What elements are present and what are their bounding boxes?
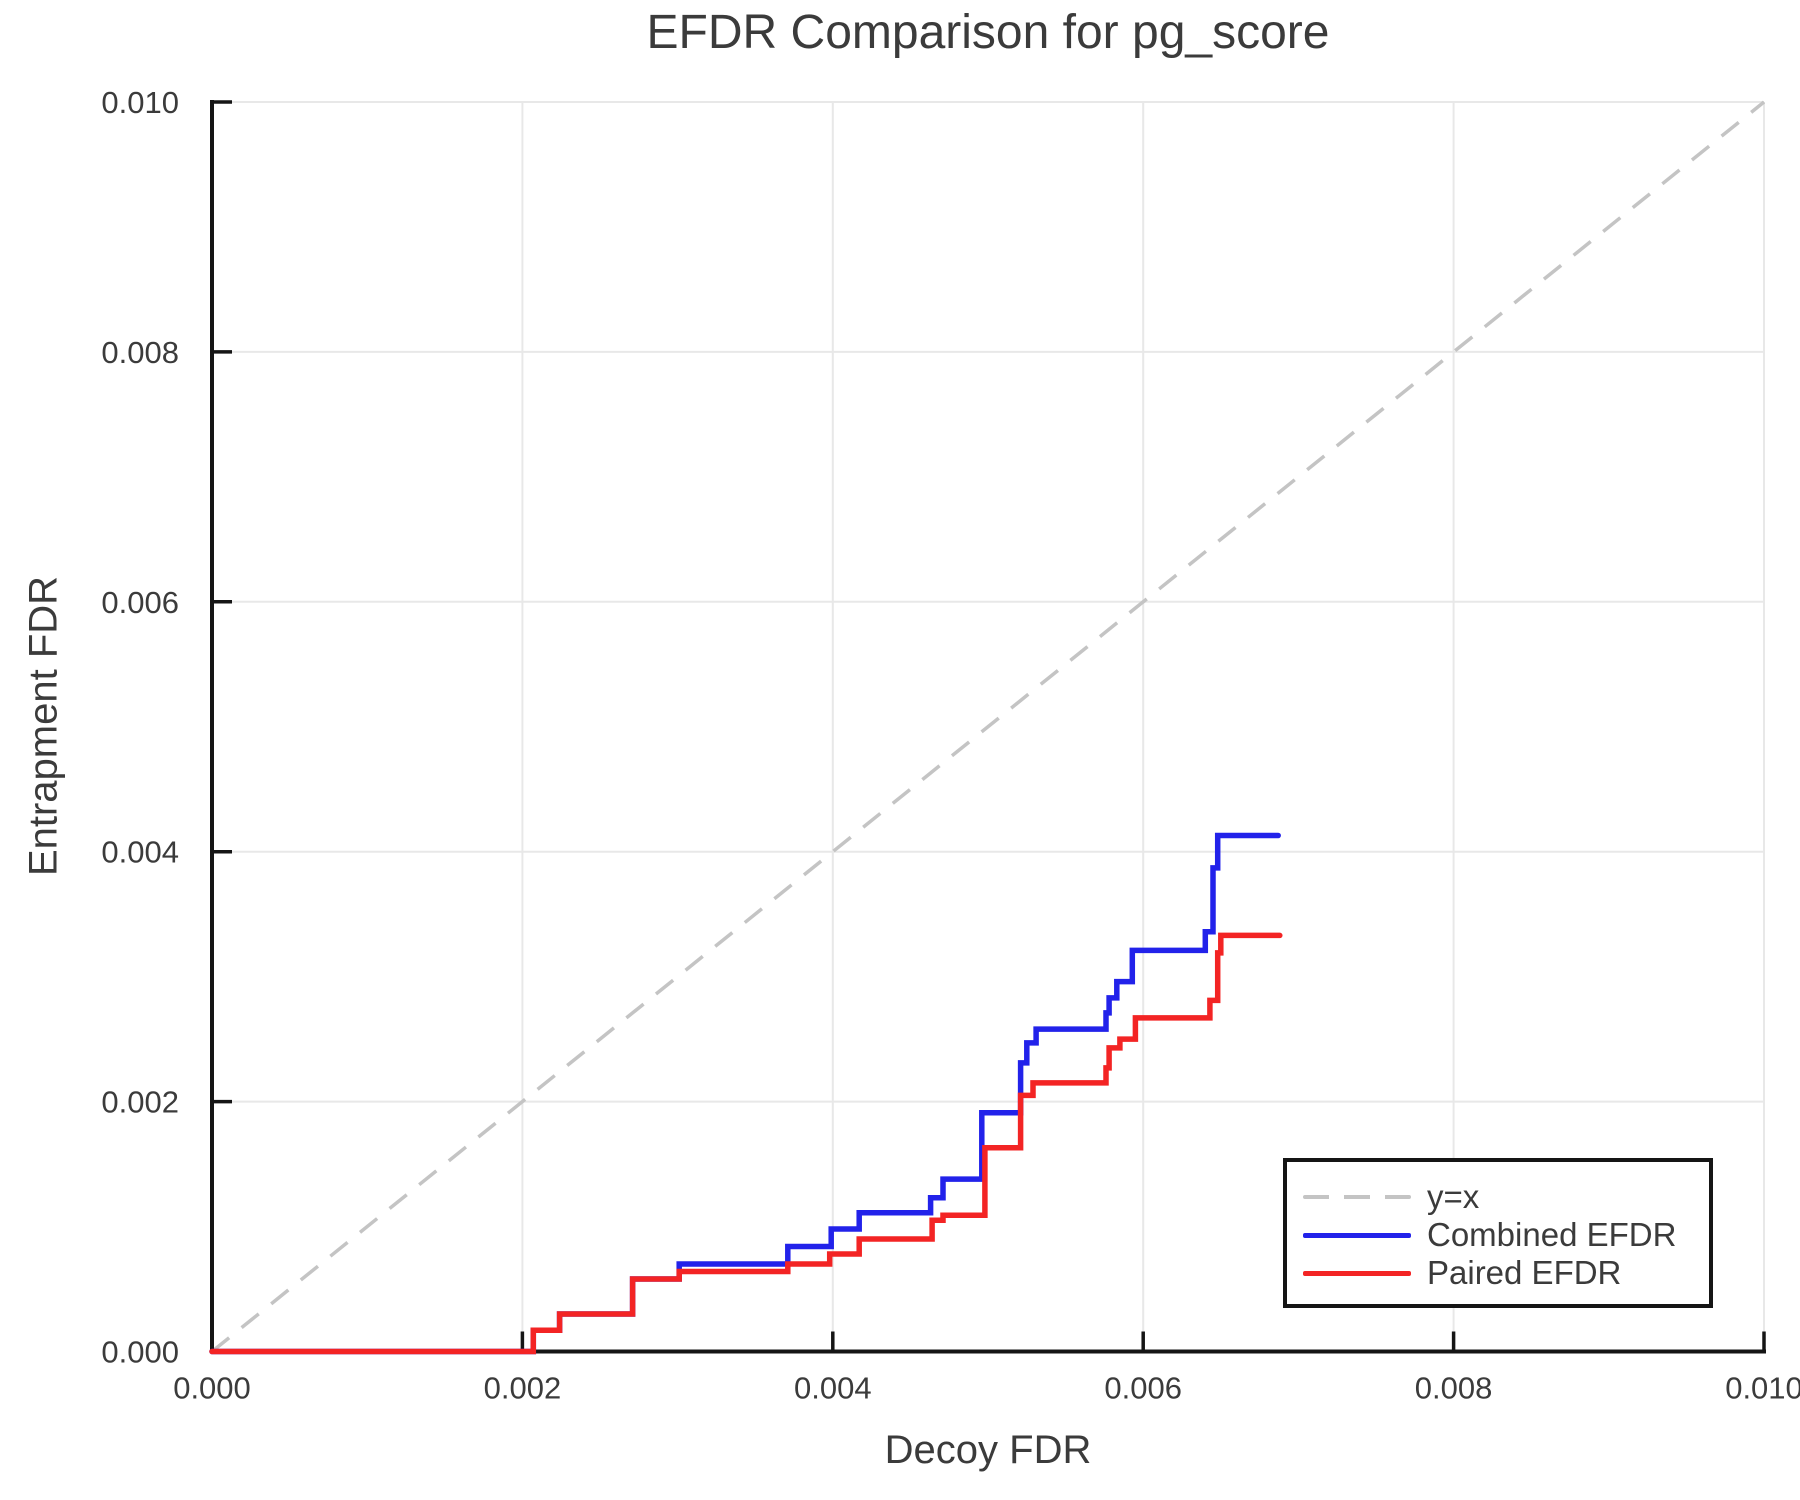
y-tick-label: 0.008 — [101, 335, 179, 370]
x-tick-label: 0.008 — [1415, 1371, 1493, 1406]
identity-line-sample — [1303, 1195, 1411, 1199]
x-tick-label: 0.002 — [484, 1371, 562, 1406]
y-tick-label: 0.004 — [101, 835, 179, 870]
legend-label-combined: Combined EFDR — [1427, 1216, 1677, 1253]
x-tick-label: 0.000 — [173, 1371, 251, 1406]
legend-row-combined: Combined EFDR — [1303, 1216, 1709, 1254]
legend-box: y=x Combined EFDR Paired EFDR — [1283, 1158, 1713, 1308]
chart-title: EFDR Comparison for pg_score — [646, 6, 1330, 59]
identity-line — [210, 100, 1766, 1353]
y-tick-label: 0.000 — [101, 1335, 179, 1370]
x-tick-label: 0.004 — [794, 1371, 872, 1406]
legend-row-paired: Paired EFDR — [1303, 1254, 1709, 1292]
legend-label-identity: y=x — [1427, 1178, 1480, 1215]
y-axis-label: Entrapment FDR — [21, 575, 66, 877]
x-axis-label: Decoy FDR — [884, 1428, 1092, 1472]
legend-row-identity: y=x — [1303, 1178, 1709, 1216]
x-tick-label: 0.010 — [1725, 1371, 1800, 1406]
y-tick-label: 0.002 — [101, 1085, 179, 1120]
paired-efdr-line-sample — [1303, 1270, 1411, 1276]
y-tick-label: 0.006 — [101, 585, 179, 620]
paired-efdr-line — [209, 932, 1283, 1355]
legend-label-paired: Paired EFDR — [1427, 1254, 1622, 1291]
y-tick-label: 0.010 — [101, 85, 179, 120]
x-tick-label: 0.006 — [1104, 1371, 1182, 1406]
combined-efdr-line-sample — [1303, 1232, 1411, 1238]
